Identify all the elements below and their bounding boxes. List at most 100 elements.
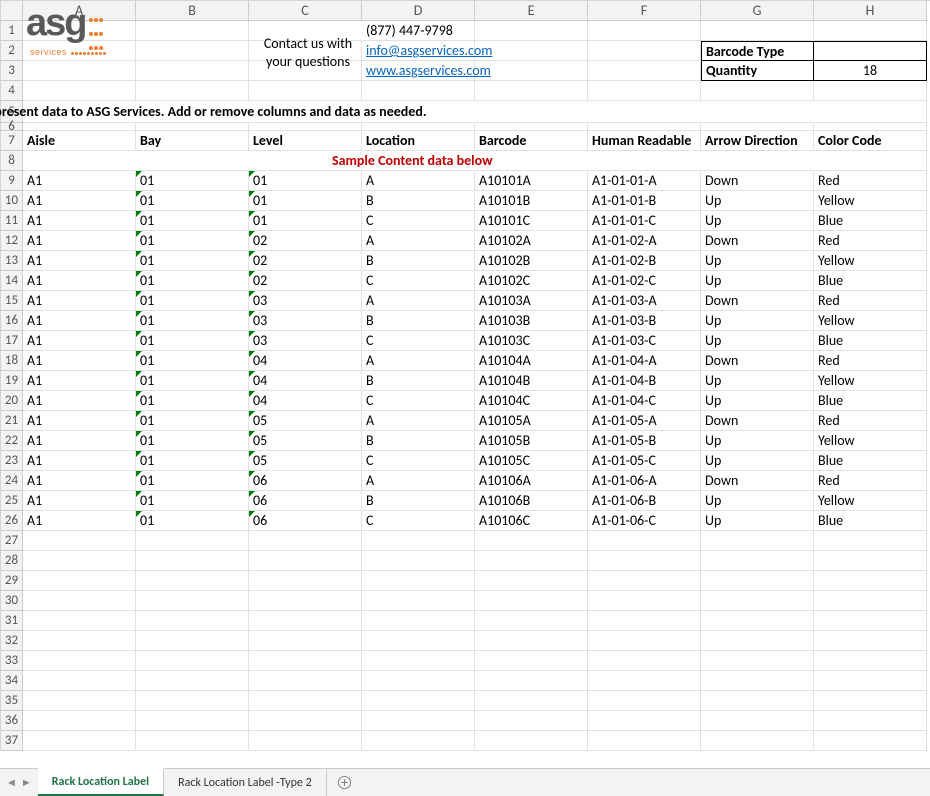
data-cell[interactable]: Red	[814, 351, 927, 371]
cell[interactable]	[249, 61, 362, 81]
data-cell[interactable]: A	[362, 411, 475, 431]
row-header[interactable]: 15	[1, 291, 23, 311]
col-header[interactable]: C	[249, 1, 362, 21]
cell[interactable]	[136, 123, 249, 131]
data-cell[interactable]: 01	[249, 171, 362, 191]
cell[interactable]	[701, 571, 814, 591]
data-cell[interactable]: 02	[249, 251, 362, 271]
cell[interactable]	[475, 101, 588, 123]
data-cell[interactable]: 02	[249, 231, 362, 251]
cell[interactable]	[249, 631, 362, 651]
cell[interactable]	[136, 671, 249, 691]
data-cell[interactable]: A1	[23, 471, 136, 491]
row-header[interactable]: 16	[1, 311, 23, 331]
select-all-corner[interactable]	[1, 1, 23, 21]
data-cell[interactable]: Up	[701, 391, 814, 411]
cell[interactable]	[249, 691, 362, 711]
cell[interactable]	[701, 21, 814, 41]
cell[interactable]	[249, 81, 362, 101]
cell[interactable]	[814, 671, 927, 691]
data-cell[interactable]: 01	[136, 171, 249, 191]
data-cell[interactable]: A1-01-03-B	[588, 311, 701, 331]
cell[interactable]	[701, 81, 814, 101]
data-cell[interactable]: A10104A	[475, 351, 588, 371]
cell[interactable]	[23, 123, 136, 131]
cell[interactable]	[249, 571, 362, 591]
row-header[interactable]: 10	[1, 191, 23, 211]
data-cell[interactable]: 01	[136, 491, 249, 511]
data-cell[interactable]: B	[362, 191, 475, 211]
cell[interactable]	[701, 101, 814, 123]
row-header[interactable]: 36	[1, 711, 23, 731]
row-header[interactable]: 26	[1, 511, 23, 531]
cell[interactable]	[362, 611, 475, 631]
data-cell[interactable]: A10102B	[475, 251, 588, 271]
data-cell[interactable]: 01	[136, 191, 249, 211]
col-header[interactable]: H	[814, 1, 927, 21]
contact-url-link[interactable]: www.asgservices.com	[362, 61, 475, 81]
cell[interactable]	[249, 591, 362, 611]
sheet-tab-other[interactable]: Rack Location Label -Type 2	[164, 769, 327, 796]
cell[interactable]	[701, 151, 814, 171]
data-cell[interactable]: Yellow	[814, 371, 927, 391]
cell[interactable]	[136, 21, 249, 41]
cell[interactable]	[475, 731, 588, 751]
row-header[interactable]: 34	[1, 671, 23, 691]
data-cell[interactable]: Up	[701, 331, 814, 351]
data-cell[interactable]: A1	[23, 311, 136, 331]
data-cell[interactable]: 01	[136, 371, 249, 391]
data-cell[interactable]: A1-01-04-C	[588, 391, 701, 411]
data-cell[interactable]: A10106B	[475, 491, 588, 511]
data-cell[interactable]: Down	[701, 291, 814, 311]
data-cell[interactable]: A1-01-01-C	[588, 211, 701, 231]
col-header[interactable]: B	[136, 1, 249, 21]
data-cell[interactable]: Up	[701, 491, 814, 511]
data-cell[interactable]: 05	[249, 431, 362, 451]
data-cell[interactable]: A1-01-03-C	[588, 331, 701, 351]
cell[interactable]	[475, 671, 588, 691]
row-header[interactable]: 2	[1, 41, 23, 61]
cell[interactable]	[701, 711, 814, 731]
data-cell[interactable]: C	[362, 391, 475, 411]
table-col-header[interactable]: Bay	[136, 131, 249, 151]
data-cell[interactable]: 01	[136, 271, 249, 291]
tab-nav-prev-icon[interactable]: ◄	[6, 776, 17, 789]
cell[interactable]	[588, 571, 701, 591]
cell[interactable]	[814, 571, 927, 591]
cell[interactable]	[136, 611, 249, 631]
data-cell[interactable]: A1	[23, 251, 136, 271]
cell[interactable]	[475, 571, 588, 591]
data-cell[interactable]: A1-01-01-B	[588, 191, 701, 211]
row-header[interactable]: 35	[1, 691, 23, 711]
cell[interactable]	[588, 531, 701, 551]
data-cell[interactable]: A10105A	[475, 411, 588, 431]
data-cell[interactable]: Down	[701, 231, 814, 251]
data-cell[interactable]: 05	[249, 451, 362, 471]
cell[interactable]	[701, 531, 814, 551]
data-cell[interactable]: A1	[23, 191, 136, 211]
col-header[interactable]: D	[362, 1, 475, 21]
cell[interactable]	[588, 611, 701, 631]
row-header[interactable]: 22	[1, 431, 23, 451]
row-header[interactable]: 17	[1, 331, 23, 351]
data-cell[interactable]: A1-01-04-B	[588, 371, 701, 391]
cell[interactable]	[475, 711, 588, 731]
row-header[interactable]: 9	[1, 171, 23, 191]
contact-phone[interactable]: (877) 447-9798	[362, 21, 475, 41]
cell[interactable]	[475, 61, 588, 81]
data-cell[interactable]: 01	[136, 351, 249, 371]
data-cell[interactable]: 06	[249, 471, 362, 491]
data-cell[interactable]: 02	[249, 271, 362, 291]
data-cell[interactable]: 01	[136, 471, 249, 491]
data-cell[interactable]: 04	[249, 351, 362, 371]
data-cell[interactable]: B	[362, 431, 475, 451]
data-cell[interactable]: 06	[249, 491, 362, 511]
cell[interactable]	[136, 711, 249, 731]
quantity-value[interactable]: 18	[814, 61, 927, 81]
cell[interactable]	[701, 551, 814, 571]
data-cell[interactable]: Down	[701, 411, 814, 431]
row-header[interactable]: 6	[1, 123, 23, 131]
data-cell[interactable]: A1-01-02-A	[588, 231, 701, 251]
data-cell[interactable]: A10104B	[475, 371, 588, 391]
cell[interactable]	[814, 551, 927, 571]
